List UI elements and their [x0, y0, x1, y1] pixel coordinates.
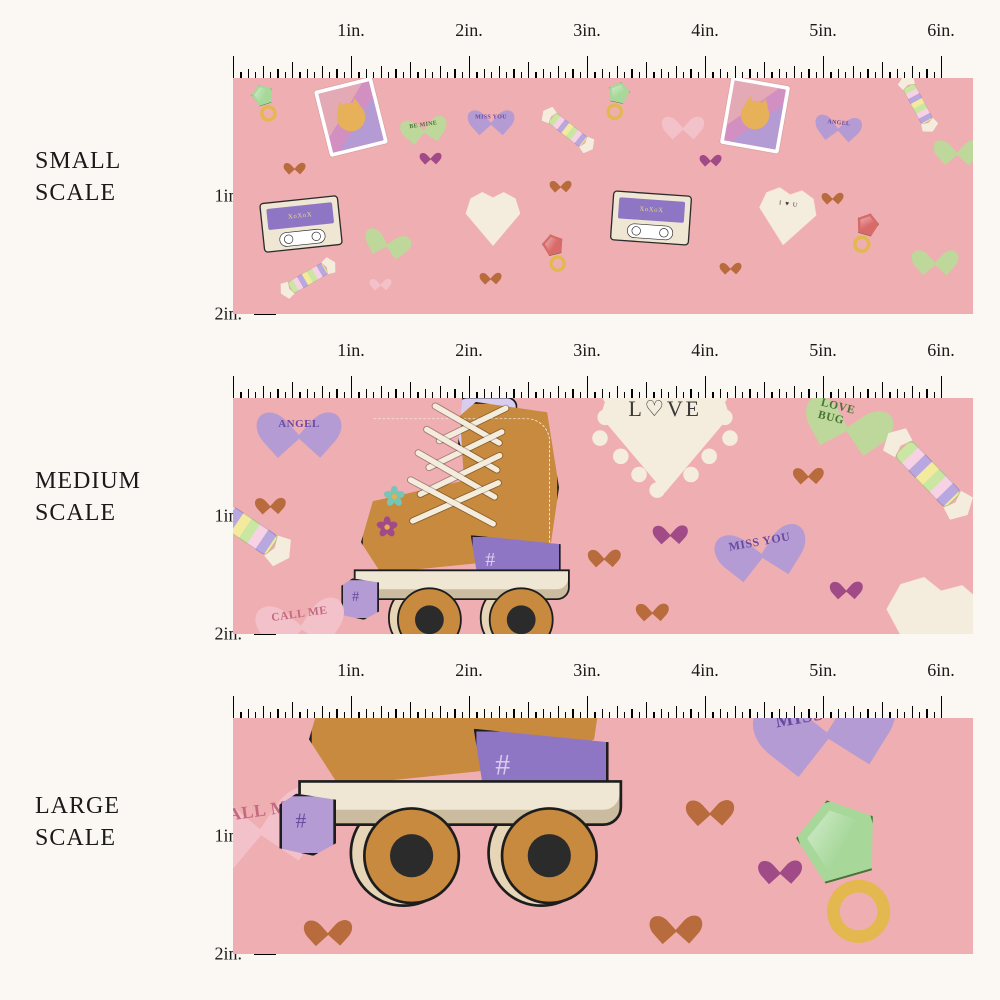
mini-heart-icon: [553, 176, 569, 190]
label-medium-1: MEDIUM: [35, 468, 141, 494]
mini-heart-icon: [287, 158, 303, 172]
ruler-top-medium: 1in.2in.3in.4in.5in.6in.: [233, 340, 973, 398]
ring-pop-icon: [846, 210, 884, 257]
mini-heart-icon: [260, 491, 282, 511]
mini-heart-icon: [723, 258, 739, 272]
purple-heart: MISS YOU: [765, 718, 881, 763]
label-small: SMALL SCALE: [35, 145, 121, 210]
valentine-card-icon: [314, 78, 388, 157]
swatch-medium: ANGEL # #: [233, 398, 973, 634]
label-large-1: LARGE: [35, 793, 120, 819]
swatch-small: BE MINE MISS YOU ANGEL XoXoX XoXoX I ♥ U: [233, 78, 973, 314]
green-heart: LOVE BUG: [814, 398, 889, 448]
panel-medium: MEDIUM SCALE 1in.2in.3in.4in.5in.6in. 1i…: [0, 340, 1000, 640]
pink-heart: CALL ME: [264, 579, 334, 634]
mini-heart-icon: [765, 851, 797, 879]
purple-heart: MISS YOU: [722, 505, 796, 574]
ruler-top-large: 1in.2in.3in.4in.5in.6in.: [233, 660, 973, 718]
doily-heart-icon: [460, 189, 526, 250]
candy-icon: [878, 423, 973, 524]
doily-heart-icon: L♡VE: [587, 398, 743, 501]
swatch-large: CALL ME # # MISS YOU: [233, 718, 973, 954]
panel-large: LARGE SCALE 1in.2in.3in.4in.5in.6in. 1in…: [0, 660, 1000, 960]
mini-heart-icon: [658, 904, 696, 938]
purple-heart: MISS YOU: [475, 100, 508, 130]
ring-pop-icon: [538, 231, 573, 275]
purple-heart: ANGEL: [269, 398, 329, 448]
mini-heart-icon: [423, 148, 439, 162]
mini-heart-icon: [835, 575, 859, 596]
ring-pop-icon: [600, 79, 634, 122]
label-small-2: SCALE: [35, 180, 116, 206]
green-heart: [369, 219, 408, 256]
label-small-1: SMALL: [35, 148, 121, 174]
mini-heart-icon: [693, 790, 728, 821]
ring-pop-icon: [246, 81, 283, 126]
valentine-card-icon: [720, 78, 790, 154]
green-heart: [941, 130, 974, 160]
doily-heart-icon: I ♥ U: [748, 181, 826, 254]
label-large-2: SCALE: [35, 825, 116, 851]
roller-skate-icon: # #: [269, 718, 674, 907]
label-medium-2: SCALE: [35, 500, 116, 526]
candy-icon: [896, 78, 940, 135]
purple-heart: ANGEL: [821, 105, 857, 138]
mini-heart-icon: [703, 150, 719, 164]
mini-heart-icon: [825, 188, 841, 202]
mini-heart-icon: [593, 543, 617, 564]
candy-icon: [277, 255, 338, 300]
label-large: LARGE SCALE: [35, 790, 120, 855]
candy-icon: [539, 104, 598, 155]
mini-heart-icon: [641, 597, 665, 618]
doily-heart-icon: [863, 563, 973, 634]
mini-heart-icon: [373, 274, 389, 288]
label-medium: MEDIUM SCALE: [35, 465, 141, 530]
mini-heart-icon: [483, 268, 499, 282]
mini-heart-icon: [311, 910, 346, 941]
pink-heart: [668, 108, 698, 135]
roller-skate-icon: # #: [334, 402, 604, 634]
cassette-icon: XoXoX: [259, 195, 343, 253]
green-heart: [919, 240, 952, 270]
panel-small: SMALL SCALE 1in.2in.3in.4in.5in.6in. 1in…: [0, 20, 1000, 320]
mini-heart-icon: [798, 461, 820, 481]
mini-heart-icon: [658, 518, 684, 540]
ruler-top-small: 1in.2in.3in.4in.5in.6in.: [233, 20, 973, 78]
green-heart: BE MINE: [405, 106, 442, 140]
cassette-icon: XoXoX: [610, 190, 693, 246]
